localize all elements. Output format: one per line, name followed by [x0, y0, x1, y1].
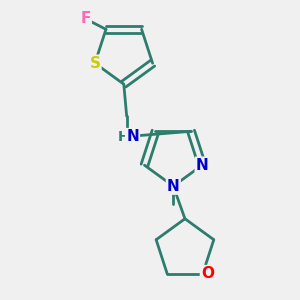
- Text: H: H: [118, 130, 130, 144]
- Text: N: N: [167, 178, 180, 194]
- Text: N: N: [196, 158, 208, 173]
- Text: F: F: [80, 11, 91, 26]
- Text: N: N: [126, 129, 139, 144]
- Text: O: O: [201, 266, 214, 281]
- Text: S: S: [89, 56, 100, 71]
